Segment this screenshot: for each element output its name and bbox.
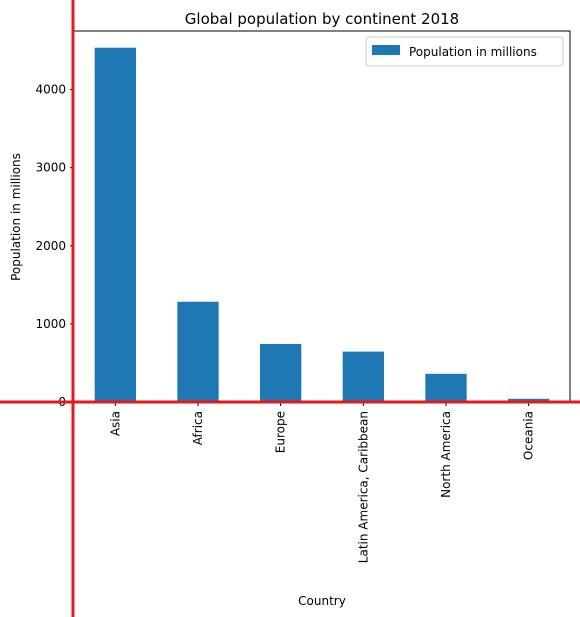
plot-area: 01000200030004000 AsiaAfricaEuropeLatin …	[35, 30, 571, 563]
bars-group	[94, 47, 550, 402]
y-tick-label: 4000	[35, 83, 66, 97]
bar-europe	[260, 343, 302, 402]
bar-oceania	[508, 398, 550, 402]
y-tick-label: 1000	[35, 317, 66, 331]
y-axis-ticks: 01000200030004000	[35, 83, 74, 409]
y-tick-label: 3000	[35, 161, 66, 175]
bar-asia	[94, 47, 136, 402]
bar-africa	[177, 301, 219, 402]
legend-box	[365, 36, 564, 67]
y-axis-label: Population in millions	[9, 153, 23, 281]
x-tick-label: Oceania	[522, 411, 536, 460]
chart-title: Global population by continent 2018	[185, 10, 459, 28]
x-tick-label: Europe	[274, 411, 288, 453]
y-tick-label: 2000	[35, 239, 66, 253]
bar-latin-america-caribbean	[342, 351, 384, 402]
x-tick-label: Africa	[191, 411, 205, 445]
plot-frame	[73, 30, 571, 403]
legend-swatch	[372, 45, 400, 55]
x-axis-label: Country	[298, 594, 346, 608]
legend-label: Population in millions	[409, 45, 537, 59]
x-axis-ticks: Asia Africa Europe Latin America, Caribbean…	[108, 402, 536, 563]
legend: Population in millions	[365, 36, 564, 67]
x-tick-label: North America	[439, 411, 453, 498]
x-tick-label: Latin America, Caribbean	[356, 411, 370, 563]
bar-north-america	[425, 373, 467, 402]
x-tick-label: Asia	[108, 411, 122, 436]
